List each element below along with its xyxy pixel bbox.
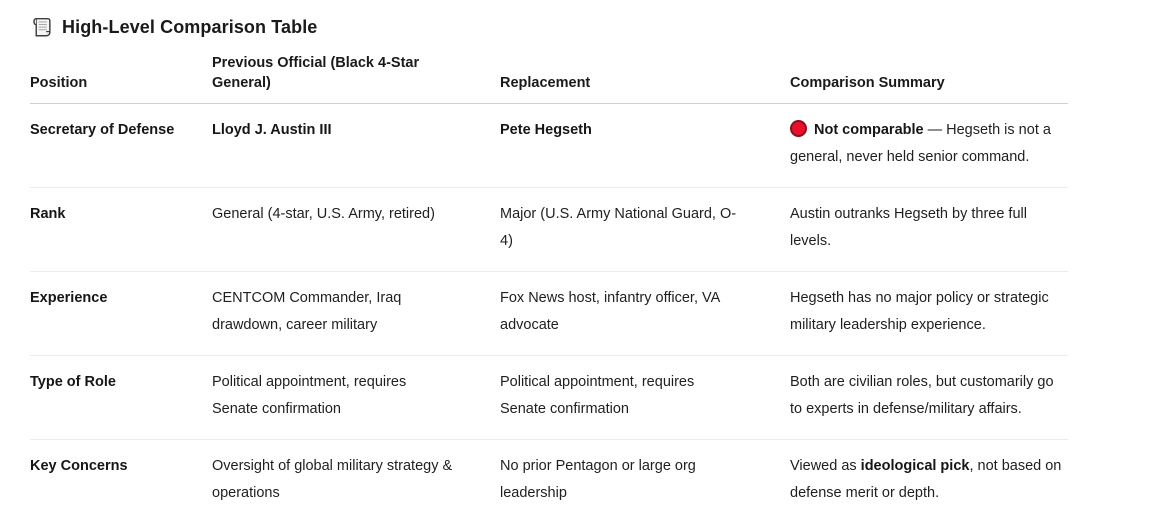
column-header-comparison-summary: Comparison Summary bbox=[790, 53, 1068, 104]
column-header-replacement: Replacement bbox=[500, 53, 790, 104]
column-header-previous-official: Previous Official (Black 4-Star General) bbox=[212, 53, 500, 104]
cell-previous-official: Oversight of global military strategy & … bbox=[212, 458, 453, 501]
cell-summary: Viewed as ideological pick, not based on… bbox=[790, 440, 1068, 524]
red-circle-icon bbox=[790, 120, 807, 137]
summary-bold-text: ideological pick bbox=[860, 458, 970, 474]
cell-position: Key Concerns bbox=[30, 458, 128, 474]
cell-previous-official: Political appointment, requires Senate c… bbox=[212, 355, 500, 440]
page-title: High-Level Comparison Table bbox=[62, 17, 318, 37]
table-row: Rank General (4-star, U.S. Army, retired… bbox=[30, 187, 1068, 272]
header-row: Position Previous Official (Black 4-Star… bbox=[30, 53, 1068, 104]
comparison-table-page: High-Level Comparison Table Position Pre… bbox=[30, 16, 1068, 523]
summary-text: , not based on defense merit or depth. bbox=[790, 458, 1062, 501]
table-row: Experience CENTCOM Commander, Iraq drawd… bbox=[30, 271, 1068, 356]
table-row: Type of Role Political appointment, requ… bbox=[30, 355, 1068, 440]
summary-text: — Hegseth is not a general, never held s… bbox=[790, 122, 1051, 165]
cell-previous-official: CENTCOM Commander, Iraq drawdown, career… bbox=[212, 271, 500, 356]
table-row: Secretary of Defense Lloyd J. Austin III… bbox=[30, 103, 1068, 188]
summary-bold-text: Not comparable bbox=[814, 122, 924, 138]
cell-summary: Not comparable — Hegseth is not a genera… bbox=[790, 103, 1068, 188]
cell-previous-official: General (4-star, U.S. Army, retired) bbox=[212, 187, 500, 272]
column-header-position: Position bbox=[30, 53, 212, 104]
cell-position: Rank bbox=[30, 187, 212, 272]
comparison-table: Position Previous Official (Black 4-Star… bbox=[30, 53, 1068, 523]
cell-summary: Both are civilian roles, but customarily… bbox=[790, 355, 1068, 440]
cell-replacement: Political appointment, requires Senate c… bbox=[500, 355, 790, 440]
cell-replacement: Pete Hegseth bbox=[500, 103, 790, 188]
cell-position: Type of Role bbox=[30, 355, 212, 440]
cell-replacement: No prior Pentagon or large org leadershi… bbox=[500, 458, 696, 501]
table-row: Key Concerns Oversight of global militar… bbox=[30, 440, 1068, 524]
cell-summary: Austin outranks Hegseth by three full le… bbox=[790, 187, 1068, 272]
cell-position: Secretary of Defense bbox=[30, 103, 212, 188]
cell-previous-official: Lloyd J. Austin III bbox=[212, 103, 500, 188]
scroll-icon bbox=[30, 16, 53, 39]
page-header: High-Level Comparison Table bbox=[30, 16, 1068, 39]
summary-text: Viewed as bbox=[790, 458, 861, 474]
cell-summary: Hegseth has no major policy or strategic… bbox=[790, 271, 1068, 356]
cell-replacement: Major (U.S. Army National Guard, O-4) bbox=[500, 187, 790, 272]
cell-replacement: Fox News host, infantry officer, VA advo… bbox=[500, 271, 790, 356]
cell-position: Experience bbox=[30, 271, 212, 356]
